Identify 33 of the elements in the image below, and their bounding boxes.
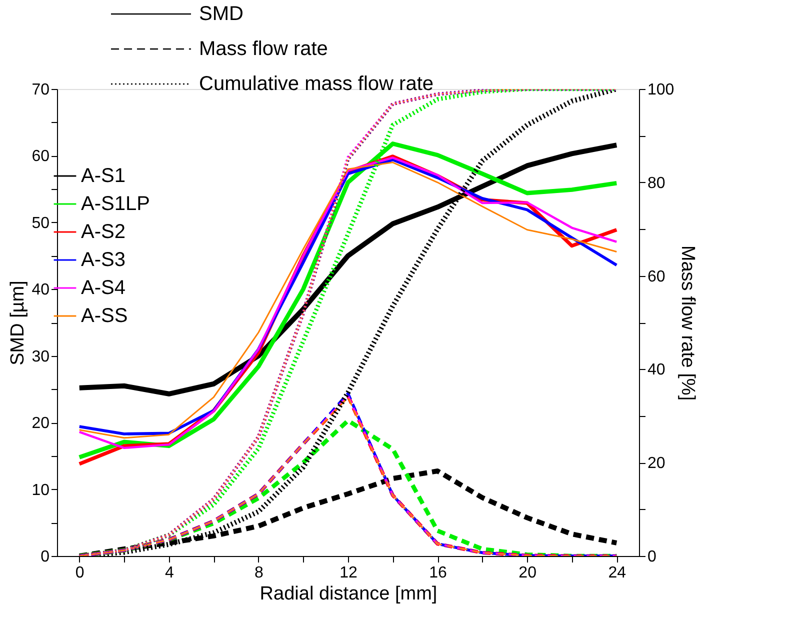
y-tick-label: 30 [32,348,50,366]
x-tick-label: 12 [340,564,358,582]
text: SMD [199,3,244,25]
legend-label: A-S3 [81,249,126,271]
x-tick-label: 16 [429,564,448,582]
y-tick-label: 40 [32,282,50,299]
y2-tick-label: 80 [648,174,666,192]
x-tick-label: 8 [254,564,264,582]
x-tick-label: 24 [608,564,626,582]
legend-label: A-SS [81,305,128,327]
y2-tick-label: 60 [648,268,666,286]
y-tick-label: 0 [40,548,50,566]
legend-label: A-S1 [81,165,126,187]
y2-axis-title: Mass flow rate [%] [677,245,698,401]
y-tick-label: 70 [32,82,50,98]
y-axis-title: SMD [µm] [8,280,29,366]
y-tick-label: 10 [32,482,50,499]
y-tick-label: 60 [32,148,50,166]
x-axis-title: Radial distance [mm] [260,584,438,604]
y-tick-label: 50 [32,214,50,232]
legend-label: A-S4 [81,277,126,299]
y-tick-label: 20 [32,415,50,432]
text: Mass flow rate [199,38,328,60]
x-tick-label: 20 [518,564,537,582]
y2-tick-label: 40 [648,362,666,379]
legend-label: A-S1LP [81,193,150,215]
x-tick-label: 4 [164,564,174,582]
y2-tick-label: 20 [648,455,666,472]
y2-tick-label: 100 [648,82,674,98]
legend-label: A-S2 [81,221,126,243]
x-tick-label: 0 [75,564,84,582]
annotation: Cumulative mass flow rate [199,73,434,95]
y2-tick-label: 0 [648,548,656,566]
